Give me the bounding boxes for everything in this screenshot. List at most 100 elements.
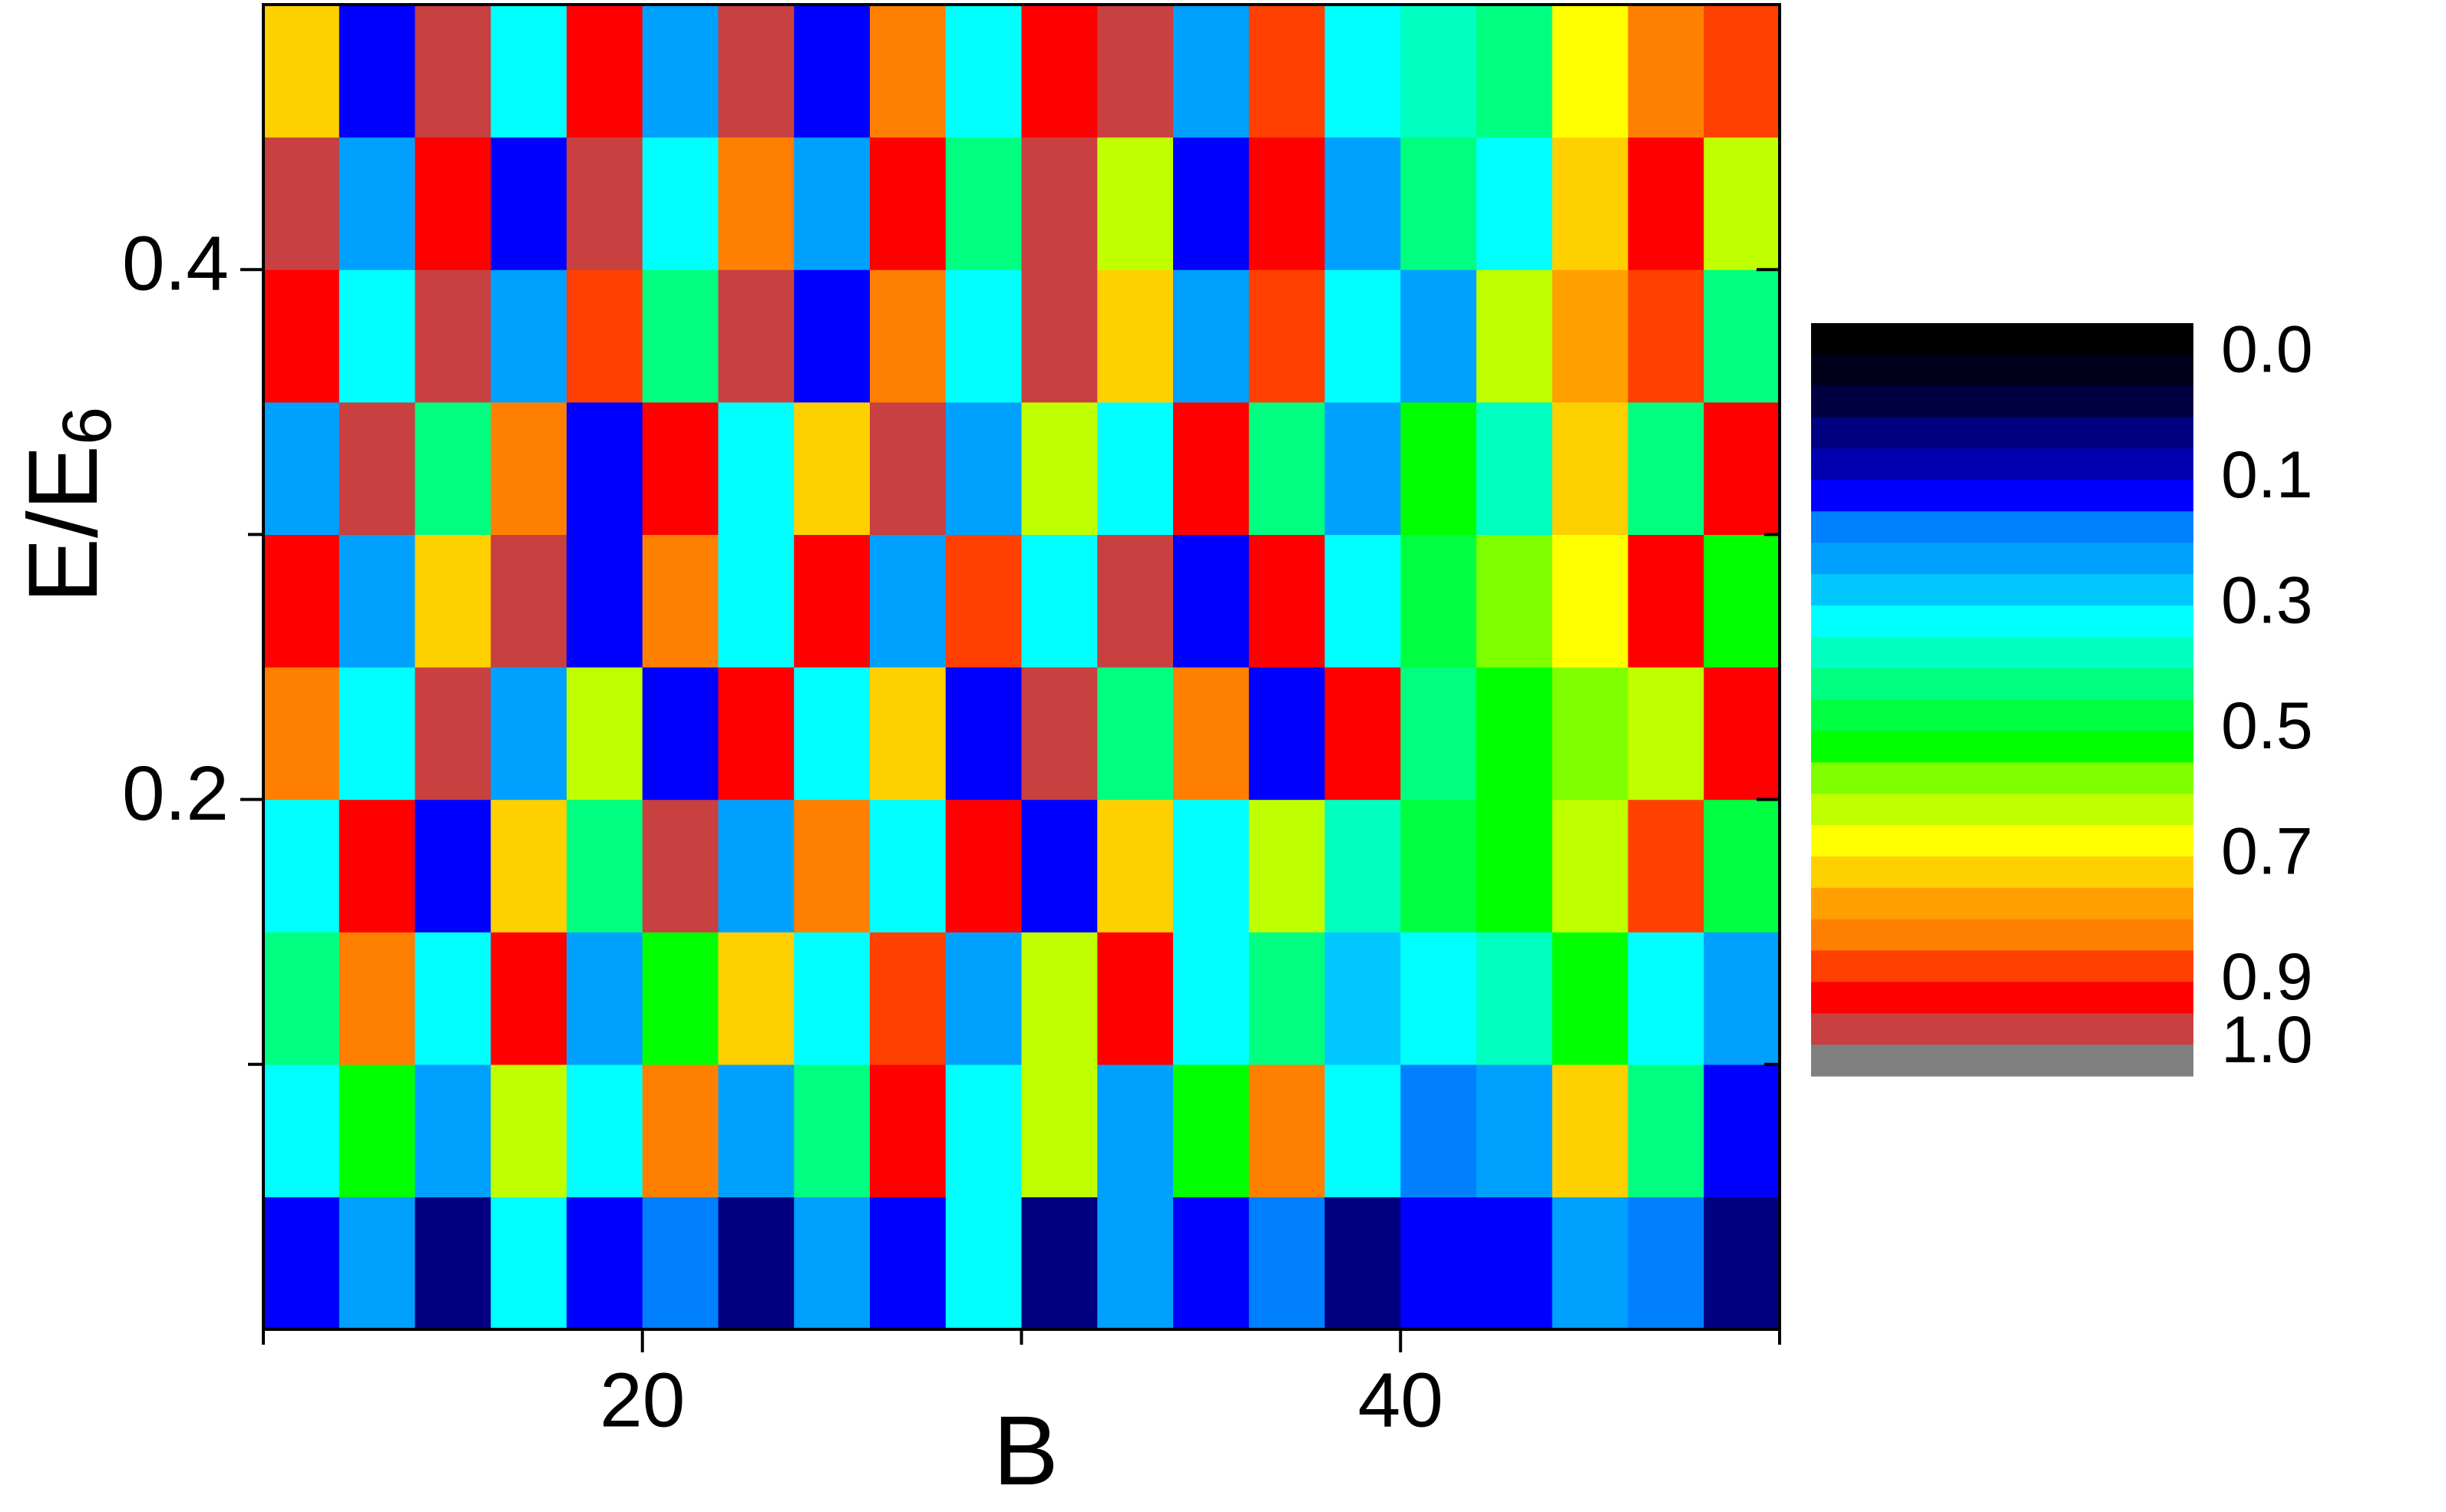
- y-axis-title-sub: 6: [49, 407, 126, 445]
- heat-cell: [567, 269, 643, 403]
- heat-cell: [1021, 5, 1098, 138]
- heat-cell: [1628, 1197, 1704, 1330]
- heat-cell: [945, 667, 1023, 801]
- heat-cell: [945, 534, 1023, 668]
- heat-cell: [1021, 1064, 1098, 1197]
- heat-cell: [567, 534, 643, 668]
- heat-cell: [870, 932, 947, 1065]
- heat-cell: [642, 667, 719, 801]
- heat-cell: [1324, 932, 1401, 1065]
- heat-cell: [1173, 667, 1250, 801]
- heat-cell: [263, 534, 340, 668]
- heat-cell: [718, 269, 795, 403]
- heat-cell: [1628, 932, 1704, 1065]
- heat-cell: [1021, 667, 1098, 801]
- heat-cell: [1248, 5, 1326, 138]
- colorbar-tick-label: 0.5: [2221, 689, 2313, 763]
- heat-cell: [1400, 932, 1477, 1065]
- heat-cell: [945, 1197, 1023, 1330]
- heat-cell: [870, 667, 947, 801]
- heat-cell: [1400, 137, 1477, 270]
- heat-cell: [945, 5, 1023, 138]
- colorbar-band: [1811, 668, 2193, 701]
- heat-cell: [718, 1197, 795, 1330]
- colorbar-band: [1811, 856, 2193, 889]
- heat-cell: [794, 799, 871, 933]
- heat-cell: [1021, 932, 1098, 1065]
- heat-cell: [794, 1064, 871, 1197]
- heat-cell: [1704, 932, 1780, 1065]
- colorbar-band: [1811, 950, 2193, 982]
- heat-cell: [1324, 137, 1401, 270]
- heat-cell: [1704, 1064, 1780, 1197]
- heat-cell: [415, 1064, 491, 1197]
- heat-cell: [1552, 667, 1629, 801]
- colorbar-tick-label: 0.0: [2221, 313, 2313, 387]
- heat-cell: [642, 1197, 719, 1330]
- heat-cell: [339, 5, 416, 138]
- heat-cell: [1400, 667, 1477, 801]
- heat-cell: [1173, 932, 1250, 1065]
- heat-cell: [1173, 269, 1250, 403]
- heat-cell: [1628, 401, 1704, 535]
- heat-cell: [1704, 667, 1780, 801]
- heat-cell: [642, 932, 719, 1065]
- heat-cell: [718, 1064, 795, 1197]
- heat-cell: [491, 667, 567, 801]
- colorbar-band: [1811, 417, 2193, 450]
- colorbar-band: [1811, 919, 2193, 952]
- heat-cell: [870, 534, 947, 668]
- heat-cell: [870, 1064, 947, 1197]
- heat-cell: [794, 5, 871, 138]
- heat-cell: [1476, 932, 1553, 1065]
- axes: 20 40 0.2 0.4: [122, 3, 1781, 1443]
- heat-cell: [491, 269, 567, 403]
- heat-cell: [870, 269, 947, 403]
- heat-cell: [1324, 1197, 1401, 1330]
- heat-cell: [263, 1197, 340, 1330]
- heat-cell: [1628, 534, 1704, 668]
- colorbar-band: [1811, 323, 2193, 355]
- heat-cell: [1097, 137, 1174, 270]
- heat-cell: [1400, 1064, 1477, 1197]
- heat-cell: [1552, 5, 1629, 138]
- colorbar-band: [1811, 605, 2193, 638]
- heat-cell: [642, 5, 719, 138]
- heat-cell: [1324, 5, 1401, 138]
- heat-cell: [1248, 1064, 1326, 1197]
- heat-cell: [1097, 401, 1174, 535]
- heat-cell: [1476, 1197, 1553, 1330]
- heat-cell: [1021, 534, 1098, 668]
- colorbar-band: [1811, 636, 2193, 669]
- heat-cell: [1628, 269, 1704, 403]
- heat-cell: [1248, 534, 1326, 668]
- heat-cell: [1021, 799, 1098, 933]
- heat-cell: [1552, 932, 1629, 1065]
- heat-cell: [339, 1064, 416, 1197]
- heat-cell: [794, 932, 871, 1065]
- heat-cell: [1173, 137, 1250, 270]
- heatmap: [263, 5, 1780, 1330]
- heat-cell: [1400, 5, 1477, 138]
- heat-cell: [1248, 401, 1326, 535]
- colorbar-tick-label: 0.3: [2221, 564, 2313, 638]
- heat-cell: [1324, 534, 1401, 668]
- heat-cell: [945, 1064, 1023, 1197]
- heat-cell: [1324, 1064, 1401, 1197]
- heat-cell: [567, 401, 643, 535]
- heat-cell: [870, 1197, 947, 1330]
- heat-cell: [263, 932, 340, 1065]
- y-tick-label: 0.4: [122, 221, 229, 307]
- heat-cell: [1704, 1197, 1780, 1330]
- heat-cell: [794, 269, 871, 403]
- heat-cell: [415, 5, 491, 138]
- heat-cell: [1476, 5, 1553, 138]
- heat-cell: [339, 667, 416, 801]
- heat-cell: [415, 137, 491, 270]
- y-axis-title: E/E6: [8, 407, 126, 603]
- colorbar-band: [1811, 574, 2193, 606]
- colorbar-band: [1811, 511, 2193, 543]
- colorbar-band: [1811, 699, 2193, 731]
- heat-cell: [415, 799, 491, 933]
- heat-cell: [1552, 1064, 1629, 1197]
